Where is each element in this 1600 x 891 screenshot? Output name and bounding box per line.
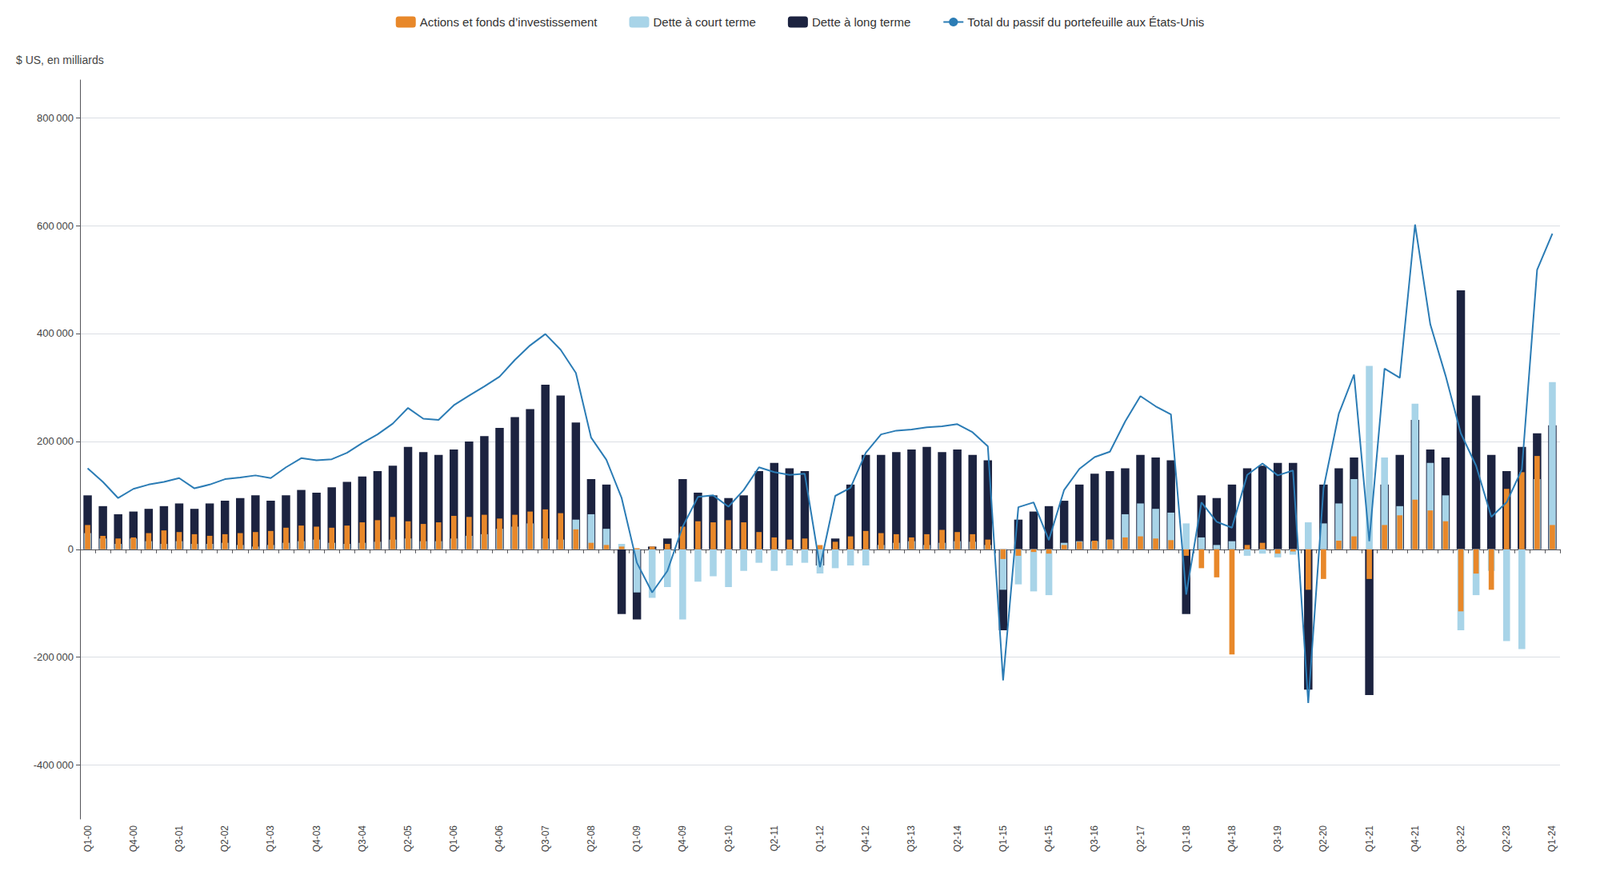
svg-text:Q3-13: Q3-13 <box>905 825 917 853</box>
svg-text:Dette à long terme: Dette à long terme <box>812 15 911 29</box>
svg-text:200 000: 200 000 <box>36 435 74 448</box>
svg-text:0: 0 <box>68 543 74 556</box>
svg-text:600 000: 600 000 <box>36 220 74 232</box>
svg-text:Q3-19: Q3-19 <box>1272 825 1284 853</box>
svg-text:Q4-15: Q4-15 <box>1043 825 1055 853</box>
svg-text:400 000: 400 000 <box>36 327 74 340</box>
svg-text:Q2-11: Q2-11 <box>768 825 780 852</box>
svg-text:Q1-03: Q1-03 <box>264 825 276 853</box>
svg-text:Q4-06: Q4-06 <box>493 825 505 853</box>
svg-text:$ US, en milliards: $ US, en milliards <box>16 53 104 67</box>
svg-text:Q3-22: Q3-22 <box>1455 825 1467 853</box>
svg-text:Q3-01: Q3-01 <box>173 825 185 853</box>
svg-text:Q1-09: Q1-09 <box>631 825 643 853</box>
svg-text:Q1-15: Q1-15 <box>997 825 1009 853</box>
svg-text:Q4-12: Q4-12 <box>860 825 872 853</box>
svg-text:Q2-17: Q2-17 <box>1135 825 1147 853</box>
svg-text:800 000: 800 000 <box>36 112 74 124</box>
svg-text:Q2-23: Q2-23 <box>1500 825 1512 853</box>
svg-text:Q1-06: Q1-06 <box>448 825 460 853</box>
svg-text:Total du passif du portefeuill: Total du passif du portefeuille aux État… <box>967 15 1204 29</box>
svg-text:Q1-18: Q1-18 <box>1180 825 1192 853</box>
svg-text:Q1-00: Q1-00 <box>82 825 94 853</box>
svg-text:Q1-12: Q1-12 <box>814 825 826 853</box>
svg-text:Q4-21: Q4-21 <box>1409 825 1421 853</box>
svg-text:Q3-04: Q3-04 <box>356 825 368 853</box>
svg-text:-400 000: -400 000 <box>33 759 74 772</box>
svg-text:Q4-18: Q4-18 <box>1226 825 1238 853</box>
svg-text:Q3-16: Q3-16 <box>1088 825 1100 853</box>
svg-text:Q4-03: Q4-03 <box>311 825 323 853</box>
svg-text:Q4-00: Q4-00 <box>128 825 140 853</box>
svg-text:Q2-02: Q2-02 <box>219 825 231 853</box>
svg-text:-200 000: -200 000 <box>33 651 74 664</box>
svg-text:Q2-14: Q2-14 <box>952 825 964 853</box>
svg-text:Q1-24: Q1-24 <box>1546 825 1558 853</box>
svg-text:Q3-07: Q3-07 <box>540 825 552 853</box>
svg-text:Q2-20: Q2-20 <box>1317 825 1329 853</box>
svg-text:Actions et fonds d’investissem: Actions et fonds d’investissement <box>420 15 599 29</box>
svg-text:Q4-09: Q4-09 <box>676 825 688 853</box>
svg-text:Q1-21: Q1-21 <box>1364 825 1376 853</box>
svg-text:Dette à court terme: Dette à court terme <box>652 15 756 29</box>
svg-text:Q3-10: Q3-10 <box>723 825 735 853</box>
svg-text:Q2-05: Q2-05 <box>402 825 414 853</box>
svg-text:Q2-08: Q2-08 <box>585 825 597 853</box>
